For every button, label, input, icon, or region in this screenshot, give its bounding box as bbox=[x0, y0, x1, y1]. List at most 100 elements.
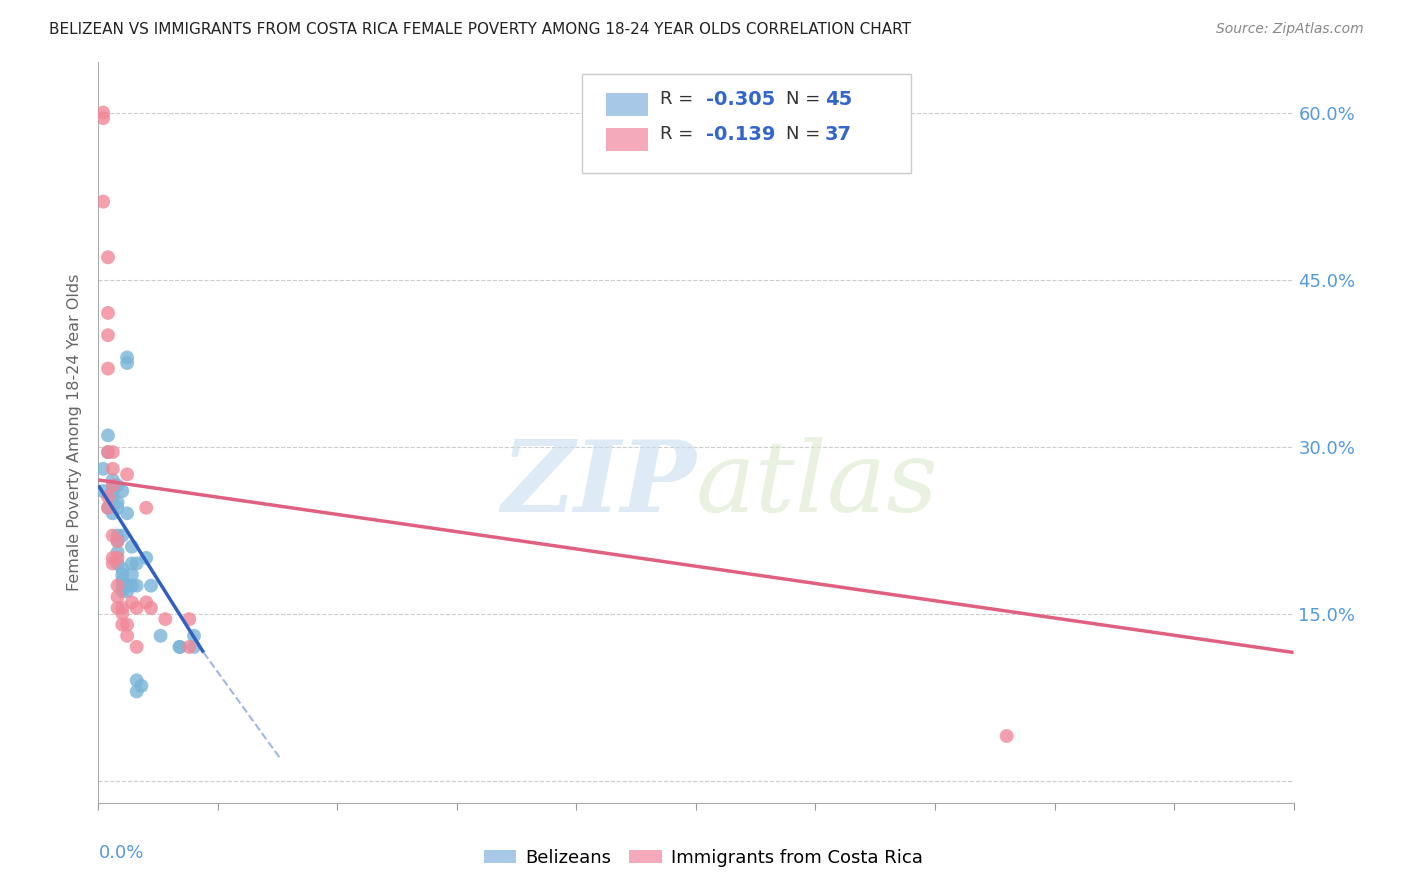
Point bbox=[169, 640, 191, 654]
Point bbox=[115, 506, 138, 520]
Point bbox=[149, 629, 172, 643]
Point bbox=[107, 495, 129, 509]
Point bbox=[101, 490, 124, 504]
Point bbox=[91, 111, 114, 125]
Point bbox=[125, 684, 148, 698]
Text: -0.139: -0.139 bbox=[706, 125, 775, 144]
FancyBboxPatch shape bbox=[606, 93, 648, 117]
Point bbox=[97, 328, 120, 343]
Text: R =: R = bbox=[661, 125, 699, 144]
Point bbox=[107, 534, 129, 549]
Point bbox=[115, 579, 138, 593]
Point bbox=[179, 640, 201, 654]
Point bbox=[179, 612, 201, 626]
Point bbox=[121, 540, 143, 554]
Point bbox=[101, 550, 124, 565]
Point bbox=[107, 590, 129, 604]
Point bbox=[97, 428, 120, 442]
Point bbox=[107, 601, 129, 615]
Text: 37: 37 bbox=[825, 125, 852, 144]
Point bbox=[97, 250, 120, 264]
Text: atlas: atlas bbox=[696, 437, 939, 533]
Point bbox=[111, 579, 134, 593]
Point bbox=[121, 595, 143, 609]
Text: ZIP: ZIP bbox=[501, 436, 696, 533]
Point bbox=[91, 484, 114, 499]
Point bbox=[97, 490, 120, 504]
Point bbox=[111, 607, 134, 621]
Point bbox=[139, 601, 162, 615]
Point bbox=[107, 500, 129, 515]
Text: N =: N = bbox=[786, 125, 825, 144]
Text: R =: R = bbox=[661, 90, 699, 109]
Point bbox=[121, 557, 143, 571]
Point bbox=[111, 562, 134, 576]
Point bbox=[111, 601, 134, 615]
Point bbox=[183, 629, 205, 643]
Point bbox=[101, 478, 124, 492]
Point bbox=[101, 506, 124, 520]
Point bbox=[97, 445, 120, 459]
Text: BELIZEAN VS IMMIGRANTS FROM COSTA RICA FEMALE POVERTY AMONG 18-24 YEAR OLDS CORR: BELIZEAN VS IMMIGRANTS FROM COSTA RICA F… bbox=[49, 22, 911, 37]
Point bbox=[97, 361, 120, 376]
Point bbox=[155, 612, 177, 626]
Point bbox=[107, 550, 129, 565]
Point bbox=[111, 484, 134, 499]
Point bbox=[135, 550, 157, 565]
Text: Source: ZipAtlas.com: Source: ZipAtlas.com bbox=[1216, 22, 1364, 37]
Point bbox=[111, 584, 134, 599]
Point bbox=[131, 679, 153, 693]
Text: -0.305: -0.305 bbox=[706, 90, 775, 109]
FancyBboxPatch shape bbox=[582, 73, 911, 173]
Point bbox=[125, 673, 148, 688]
Point bbox=[97, 500, 120, 515]
Point bbox=[995, 729, 1018, 743]
Y-axis label: Female Poverty Among 18-24 Year Olds: Female Poverty Among 18-24 Year Olds bbox=[67, 274, 83, 591]
Point bbox=[107, 579, 129, 593]
Point bbox=[139, 579, 162, 593]
Point bbox=[101, 462, 124, 476]
Point bbox=[169, 640, 191, 654]
Point bbox=[91, 194, 114, 209]
Point bbox=[107, 557, 129, 571]
Point bbox=[111, 573, 134, 587]
Point bbox=[97, 445, 120, 459]
Point bbox=[97, 500, 120, 515]
Point bbox=[101, 478, 124, 492]
Text: N =: N = bbox=[786, 90, 825, 109]
Point bbox=[121, 567, 143, 582]
FancyBboxPatch shape bbox=[606, 128, 648, 152]
Point bbox=[115, 467, 138, 482]
Point bbox=[101, 473, 124, 487]
Point bbox=[125, 557, 148, 571]
Point bbox=[183, 640, 205, 654]
Point bbox=[115, 617, 138, 632]
Point bbox=[121, 579, 143, 593]
Point bbox=[115, 629, 138, 643]
Point bbox=[111, 567, 134, 582]
Point bbox=[91, 105, 114, 120]
Legend: Belizeans, Immigrants from Costa Rica: Belizeans, Immigrants from Costa Rica bbox=[477, 842, 929, 874]
Point bbox=[115, 356, 138, 370]
Point bbox=[101, 484, 124, 499]
Point bbox=[125, 640, 148, 654]
Point bbox=[91, 462, 114, 476]
Point bbox=[111, 528, 134, 542]
Point bbox=[97, 306, 120, 320]
Point bbox=[115, 351, 138, 365]
Point bbox=[101, 445, 124, 459]
Text: 0.0%: 0.0% bbox=[98, 844, 143, 862]
Text: 45: 45 bbox=[825, 90, 852, 109]
Point bbox=[107, 478, 129, 492]
Point bbox=[107, 528, 129, 542]
Point bbox=[135, 595, 157, 609]
Point bbox=[101, 528, 124, 542]
Point bbox=[101, 557, 124, 571]
Point bbox=[135, 500, 157, 515]
Point bbox=[111, 617, 134, 632]
Point bbox=[115, 584, 138, 599]
Point bbox=[107, 534, 129, 549]
Point bbox=[107, 545, 129, 559]
Point bbox=[125, 601, 148, 615]
Point bbox=[125, 579, 148, 593]
